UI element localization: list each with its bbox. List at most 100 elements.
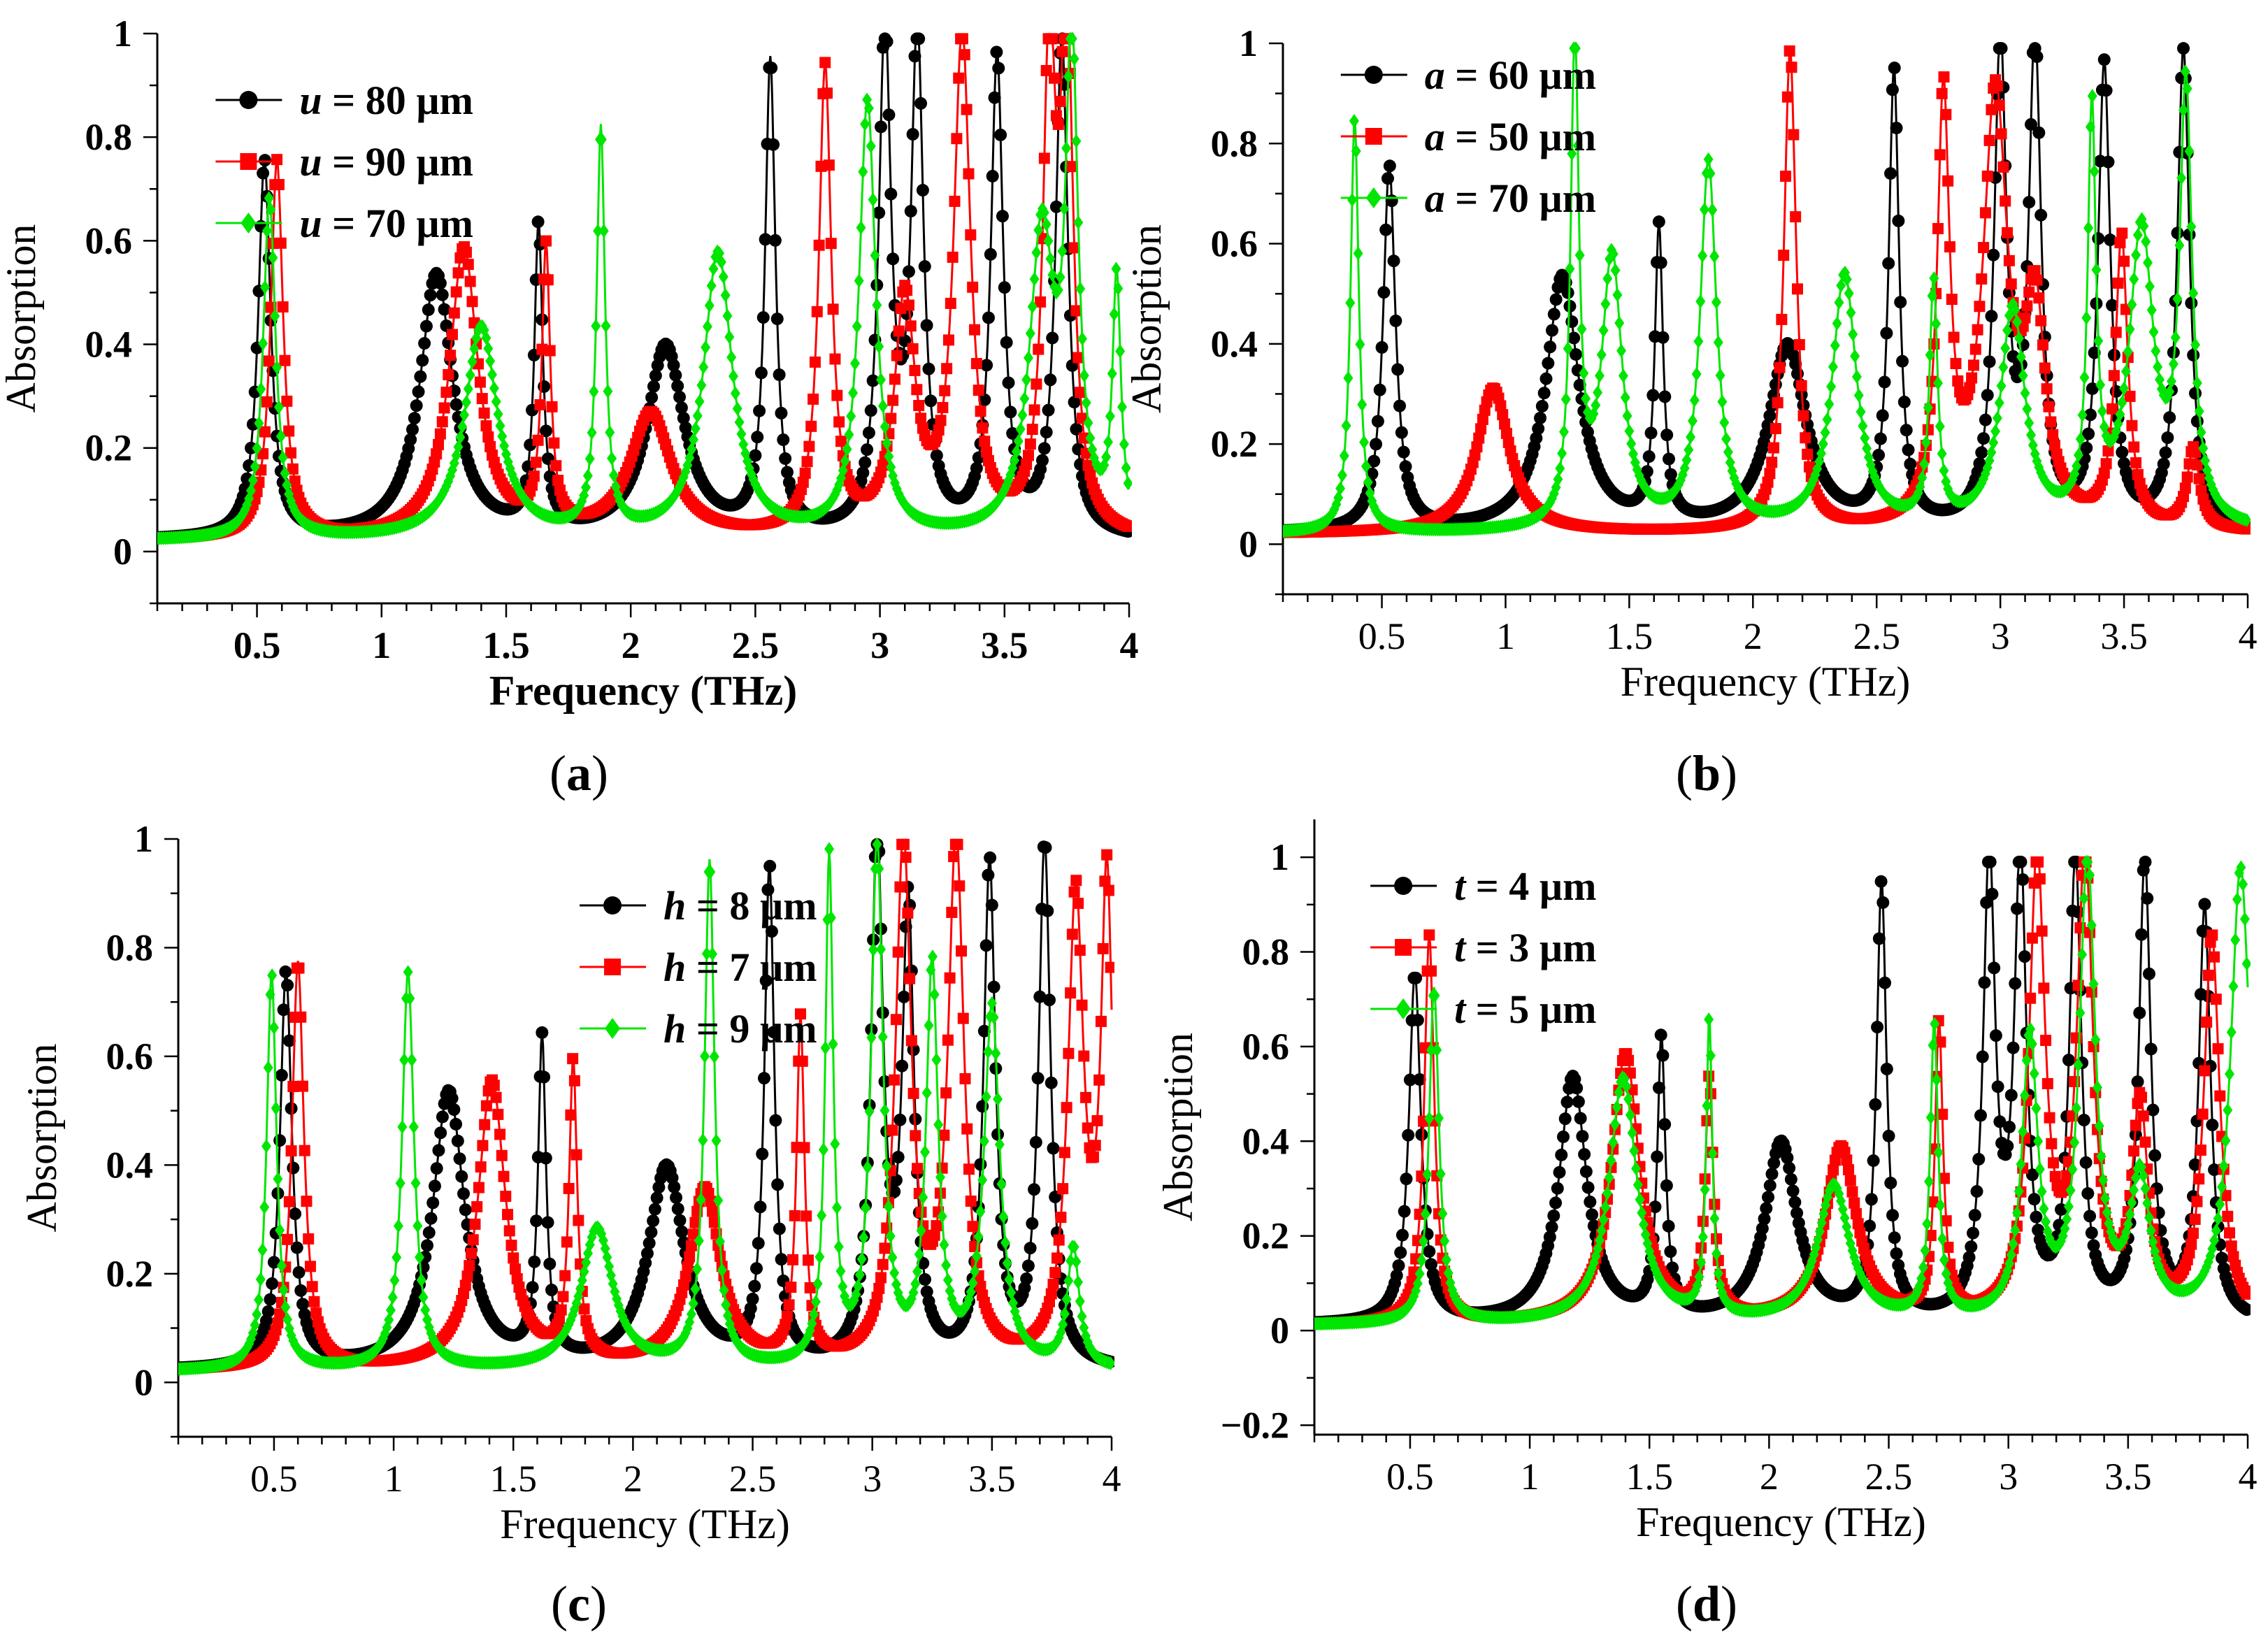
data-point (283, 425, 295, 437)
data-point (826, 910, 836, 925)
data-point (2106, 299, 2119, 312)
data-point (589, 384, 599, 399)
data-point (1983, 134, 1995, 146)
data-point (913, 400, 925, 412)
data-point (407, 1052, 417, 1067)
plot-area (1314, 854, 2251, 1331)
data-point (880, 419, 890, 434)
data-point (828, 1037, 838, 1052)
data-point (270, 309, 280, 324)
data-point (2144, 279, 2155, 294)
data-point (445, 350, 457, 361)
data-point (457, 1187, 471, 1200)
data-point (540, 235, 552, 247)
data-point (1409, 971, 1423, 984)
data-point (1068, 242, 1080, 254)
data-point (1038, 442, 1051, 455)
data-point (1123, 476, 1132, 491)
data-point (465, 368, 475, 382)
data-point (1964, 382, 1976, 394)
data-point (304, 1261, 316, 1272)
data-point (2165, 385, 2175, 399)
data-point (412, 1219, 423, 1233)
data-point (1073, 1275, 1084, 1289)
data-point (716, 254, 726, 269)
data-point (690, 1282, 701, 1296)
data-point (542, 274, 554, 286)
data-point (2073, 447, 2083, 462)
data-point (1802, 448, 1814, 460)
data-point (387, 1290, 398, 1305)
data-point (1975, 446, 1988, 459)
data-point (2102, 445, 2114, 457)
x-tick-label: 4 (1103, 1458, 1121, 1500)
data-point (1341, 418, 1351, 433)
data-point (2098, 467, 2110, 479)
data-point (265, 987, 275, 1002)
data-point (1925, 347, 1935, 362)
data-point (1027, 299, 1038, 314)
data-point (1640, 465, 1653, 478)
data-point (1065, 987, 1077, 999)
data-point (1565, 261, 1575, 276)
data-point (2085, 120, 2095, 134)
data-point (1075, 387, 1086, 399)
data-point (1071, 1254, 1082, 1269)
data-point (939, 1237, 949, 1252)
data-point (1399, 460, 1412, 473)
data-point (1803, 461, 1815, 473)
data-point (1878, 375, 1891, 389)
data-point (573, 1214, 584, 1226)
data-point (2157, 457, 2170, 471)
data-point (899, 920, 912, 933)
data-point (281, 979, 294, 992)
data-point (410, 399, 423, 412)
data-point (684, 1251, 696, 1263)
data-point (261, 1139, 271, 1154)
data-point (1581, 1181, 1595, 1194)
data-point (985, 898, 998, 912)
data-point (668, 1180, 681, 1193)
data-point (491, 394, 501, 409)
x-tick-label: 1 (1521, 1456, 1539, 1498)
data-point (938, 1129, 950, 1141)
data-point (887, 1250, 898, 1265)
data-point (975, 1280, 986, 1292)
data-point (543, 1257, 557, 1270)
data-point (1103, 435, 1114, 450)
data-point (832, 1200, 842, 1215)
data-point (290, 1241, 303, 1254)
data-point (424, 289, 437, 302)
x-tick-label: 2 (1760, 1456, 1779, 1498)
data-point (1598, 323, 1609, 338)
data-point (954, 880, 966, 892)
data-point (1937, 446, 1947, 461)
data-point (957, 1012, 969, 1024)
data-point (1471, 441, 1483, 453)
data-point (587, 425, 597, 440)
data-point (2161, 431, 2174, 445)
data-point (1028, 1183, 1041, 1196)
data-point (1077, 1309, 1087, 1323)
data-point (1654, 1028, 1667, 1042)
data-point (1691, 367, 1702, 382)
data-point (710, 250, 721, 264)
plot-area (157, 31, 1132, 546)
data-point (1119, 437, 1129, 452)
data-point (969, 324, 981, 336)
data-point (675, 1225, 689, 1238)
data-point (1614, 316, 1625, 331)
data-point (1357, 397, 1368, 412)
data-point (1856, 404, 1866, 419)
data-point (1820, 425, 1830, 440)
data-point (479, 1119, 491, 1131)
data-point (450, 398, 463, 411)
data-point (1557, 1130, 1570, 1143)
data-point (884, 449, 894, 464)
data-point (965, 229, 977, 241)
data-point (1063, 1273, 1074, 1288)
data-point (877, 399, 888, 413)
data-point (279, 354, 291, 366)
data-point (1952, 375, 1964, 387)
data-point (2007, 350, 2020, 363)
